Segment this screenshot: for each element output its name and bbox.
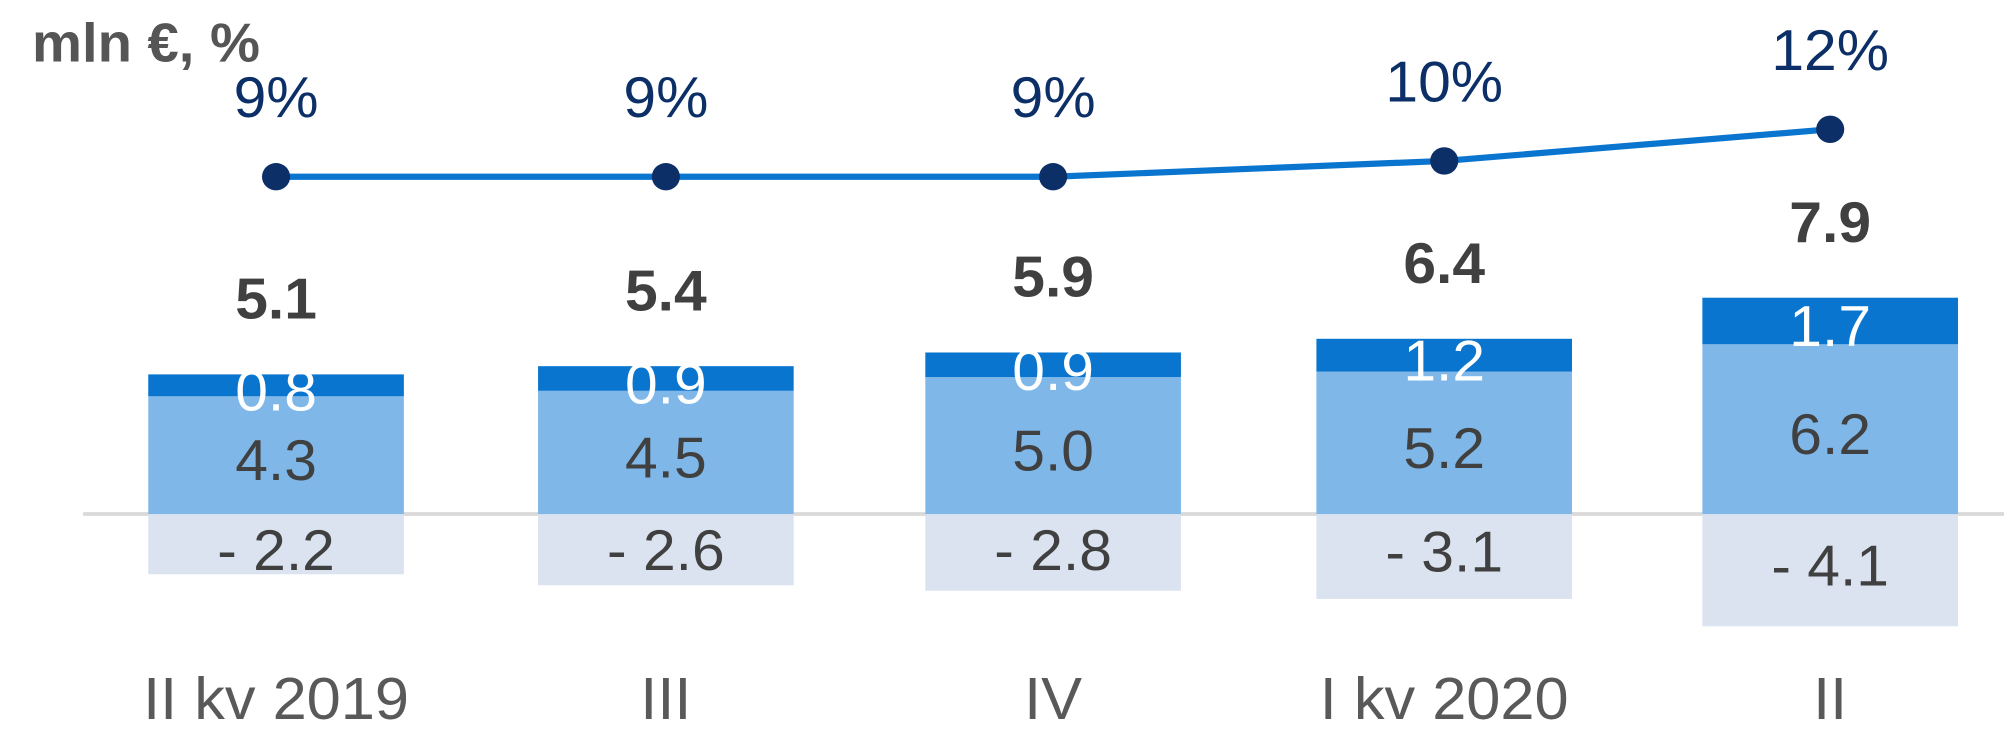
line-label: 9% xyxy=(1011,66,1096,130)
line-marker xyxy=(651,163,680,191)
x-tick-label: III xyxy=(640,665,691,732)
bar-segment xyxy=(1702,514,1958,627)
bar-segment xyxy=(538,390,794,515)
value-label: 4.3 xyxy=(235,429,317,493)
line-marker xyxy=(1039,163,1068,191)
x-tick-label: I kv 2020 xyxy=(1320,665,1569,732)
line-label: 12% xyxy=(1771,18,1889,82)
value-label: - 2.8 xyxy=(994,519,1112,583)
bar-segment xyxy=(148,374,404,397)
chart-title: mln €, % xyxy=(32,12,260,73)
line-marker xyxy=(1816,115,1845,144)
value-label: 0.8 xyxy=(235,359,317,423)
x-tick-label: IV xyxy=(1024,665,1083,732)
value-label: - 2.6 xyxy=(607,519,725,583)
total-label: 6.4 xyxy=(1403,232,1485,296)
bar-segment xyxy=(538,514,794,586)
x-tick-label: II kv 2019 xyxy=(143,665,409,732)
bar-segment xyxy=(538,366,794,391)
bar-segment xyxy=(925,377,1181,515)
bar-segment xyxy=(925,352,1181,378)
value-label: - 3.1 xyxy=(1385,520,1503,584)
value-label: - 2.2 xyxy=(217,519,335,583)
bar-segment xyxy=(925,514,1181,591)
bar-segment xyxy=(1316,371,1573,515)
line-label: 9% xyxy=(234,66,319,130)
bar-segment xyxy=(1702,297,1958,345)
value-label: 1.7 xyxy=(1789,295,1871,359)
value-label: 6.2 xyxy=(1789,403,1871,467)
total-label: 5.1 xyxy=(235,267,317,331)
value-label: 0.9 xyxy=(1012,339,1094,403)
line-marker xyxy=(262,163,291,191)
line-label: 10% xyxy=(1385,50,1503,114)
bar-segment xyxy=(148,396,404,515)
bar-segment xyxy=(148,514,404,575)
value-label: 0.9 xyxy=(625,352,707,416)
total-label: 5.4 xyxy=(625,259,707,323)
bar-segment xyxy=(1316,514,1573,599)
total-label: 5.9 xyxy=(1012,245,1094,309)
x-tick-label: II xyxy=(1813,665,1847,732)
line-label: 9% xyxy=(623,66,708,130)
value-label: 4.5 xyxy=(625,426,707,490)
bar-segment xyxy=(1316,338,1573,372)
value-label: 5.2 xyxy=(1403,417,1485,481)
value-label: - 4.1 xyxy=(1771,534,1889,598)
line-marker xyxy=(1430,147,1459,175)
bar-segment xyxy=(1702,344,1958,515)
value-label: 1.2 xyxy=(1403,329,1485,393)
value-label: 5.0 xyxy=(1012,419,1094,483)
total-label: 7.9 xyxy=(1789,191,1871,255)
